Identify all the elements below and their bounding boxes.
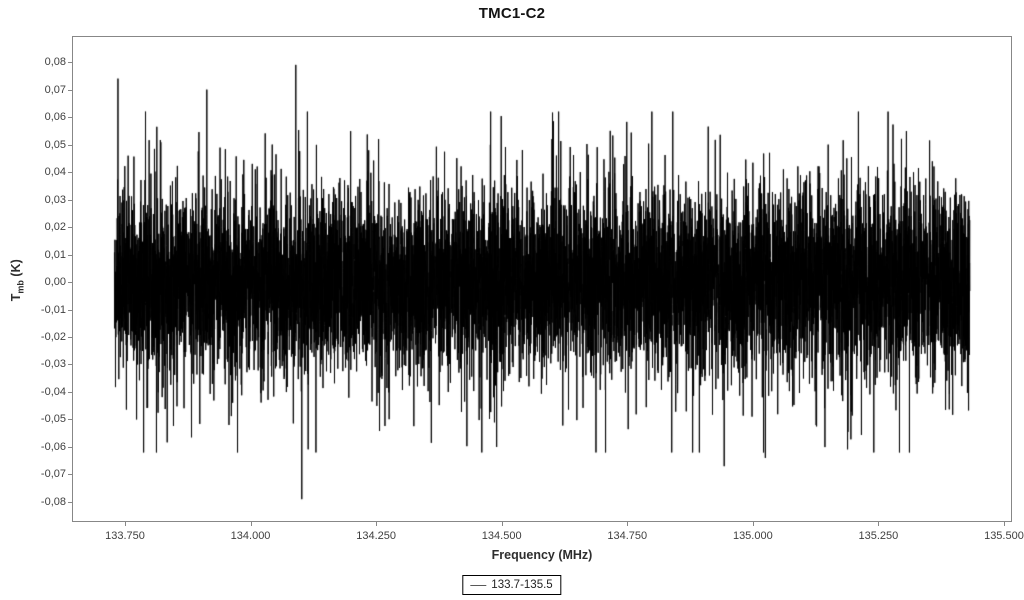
x-tick	[1003, 522, 1005, 526]
y-tick-label: -0,03	[40, 358, 66, 371]
x-axis-title: Frequency (MHz)	[491, 548, 593, 562]
x-tick-label: 134.000	[230, 530, 271, 542]
y-tick	[68, 309, 72, 311]
y-axis-title-sub: mb	[15, 280, 26, 294]
y-tick	[68, 227, 72, 229]
x-tick	[250, 522, 252, 526]
y-tick-label: 0,05	[44, 138, 66, 151]
y-tick	[68, 282, 72, 284]
x-tick-label: 134.750	[607, 530, 648, 542]
y-tick	[68, 364, 72, 366]
legend-entry-label: 133.7-135.5	[491, 579, 553, 591]
x-tick	[124, 522, 126, 526]
y-tick-label: -0,04	[40, 385, 66, 398]
y-tick-label: 0,03	[44, 193, 66, 206]
y-tick-label: -0,06	[40, 440, 66, 453]
y-tick	[68, 419, 72, 421]
x-tick-label: 133.750	[105, 530, 145, 542]
spectrum-trace	[73, 37, 1011, 521]
y-tick-label: 0,08	[44, 56, 66, 69]
x-tick	[501, 522, 503, 526]
y-tick	[68, 474, 72, 476]
x-tick-label: 134.250	[356, 530, 397, 542]
y-tick	[68, 446, 72, 448]
y-tick	[68, 172, 72, 174]
y-tick	[68, 62, 72, 64]
x-tick	[627, 522, 629, 526]
y-tick-label: -0,05	[40, 413, 66, 426]
y-tick-label: -0,02	[40, 331, 66, 343]
y-tick	[68, 117, 72, 119]
chart-title: TMC1-C2	[478, 5, 546, 22]
y-tick-label: 0,06	[44, 111, 66, 124]
x-tick	[878, 522, 880, 526]
y-tick-label: 0,04	[44, 166, 66, 179]
y-tick	[68, 337, 72, 338]
y-tick-label: 0,07	[44, 83, 66, 96]
y-axis-title-main: T	[8, 293, 23, 302]
x-tick-label: 135.500	[984, 530, 1024, 542]
y-axis-title-unit: (K)	[8, 259, 23, 281]
y-tick-label: -0,07	[40, 468, 66, 481]
x-tick-label: 135.000	[732, 530, 773, 542]
y-tick-label: 0,00	[44, 276, 66, 289]
y-tick-label: 0,01	[44, 248, 66, 261]
y-tick	[68, 501, 72, 503]
y-tick	[68, 391, 72, 393]
y-tick-label: -0,01	[40, 303, 66, 316]
y-axis-title: Tmb (K)	[9, 180, 26, 380]
y-tick-label: -0,08	[40, 495, 66, 508]
y-tick-label: 0,02	[44, 221, 66, 234]
plot-area	[72, 36, 1012, 522]
y-tick	[68, 254, 72, 256]
legend-line-icon	[470, 584, 487, 586]
y-tick	[68, 89, 72, 91]
y-tick	[68, 144, 72, 146]
x-tick	[752, 522, 754, 526]
y-tick	[68, 199, 72, 201]
legend: 133.7-135.5	[462, 575, 562, 595]
x-tick-label: 134.500	[481, 530, 522, 542]
x-tick	[376, 522, 378, 526]
x-tick-label: 135.250	[858, 530, 899, 542]
